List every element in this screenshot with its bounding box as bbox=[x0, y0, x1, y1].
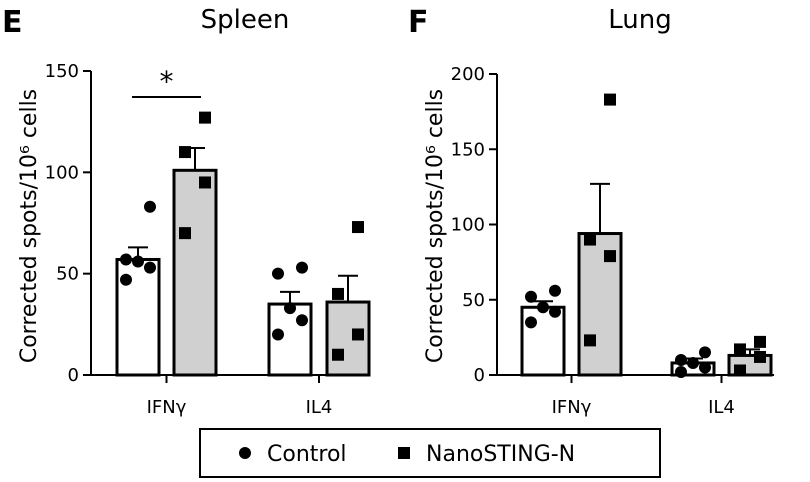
data-point-circle bbox=[272, 328, 284, 341]
data-point-square bbox=[332, 287, 344, 300]
data-point-square bbox=[199, 176, 211, 189]
y-tick-label: 150 bbox=[451, 139, 485, 160]
data-point-circle bbox=[120, 253, 132, 266]
panel-f: F Lung Corrected spots/10⁶ cells 0 50 100 150 2… bbox=[408, 5, 774, 418]
data-point-circle bbox=[549, 305, 561, 318]
data-point-square bbox=[179, 146, 191, 159]
data-point-square bbox=[604, 93, 616, 106]
y-tick-label: 0 bbox=[68, 365, 79, 386]
panel-letter: E bbox=[2, 5, 23, 40]
y-tick-label: 100 bbox=[45, 162, 79, 183]
y-axis-title: Corrected spots/10⁶ cells bbox=[423, 89, 448, 363]
legend-label: Control bbox=[267, 442, 347, 467]
panel-e: E Spleen Corrected spots/10⁶ cells 0 50 100 15… bbox=[2, 5, 371, 418]
y-tick-label: 50 bbox=[56, 264, 79, 285]
legend-box bbox=[199, 428, 661, 478]
data-point-circle bbox=[284, 302, 296, 315]
data-point-square bbox=[734, 364, 746, 377]
panel-letter: F bbox=[408, 5, 429, 40]
legend-marker-square bbox=[398, 447, 410, 459]
data-point-square bbox=[734, 343, 746, 356]
y-tick-label: 150 bbox=[45, 61, 79, 82]
legend-marker-circle bbox=[239, 447, 251, 459]
x-tick-label: IFNγ bbox=[147, 397, 187, 418]
legend-label: NanoSTING-N bbox=[426, 442, 575, 467]
data-point-circle bbox=[549, 284, 561, 297]
data-point-square bbox=[584, 334, 596, 347]
data-point-circle bbox=[132, 255, 144, 268]
x-tick-label: IL4 bbox=[306, 397, 333, 418]
data-point-square bbox=[199, 111, 211, 124]
data-point-circle bbox=[525, 316, 537, 329]
data-point-circle bbox=[120, 273, 132, 286]
data-point-square bbox=[754, 335, 766, 348]
data-point-circle bbox=[699, 361, 711, 374]
y-tick-label: 100 bbox=[451, 215, 485, 236]
x-tick-label: IFNγ bbox=[552, 397, 592, 418]
data-point-circle bbox=[144, 261, 156, 274]
x-tick-label: IL4 bbox=[708, 397, 735, 418]
y-tick-label: 50 bbox=[462, 290, 485, 311]
data-point-circle bbox=[675, 353, 687, 366]
y-axis-title: Corrected spots/10⁶ cells bbox=[17, 89, 42, 363]
panel-title: Lung bbox=[608, 5, 672, 35]
data-point-square bbox=[179, 227, 191, 240]
panel-title: Spleen bbox=[201, 5, 290, 35]
data-point-circle bbox=[296, 261, 308, 274]
data-point-circle bbox=[296, 314, 308, 327]
bar bbox=[115, 257, 161, 377]
data-point-square bbox=[754, 350, 766, 363]
data-point-circle bbox=[144, 200, 156, 213]
legend: Control NanoSTING-N bbox=[199, 428, 661, 478]
bar bbox=[172, 168, 218, 377]
data-point-circle bbox=[687, 356, 699, 369]
significance-label: * bbox=[160, 65, 174, 98]
data-point-square bbox=[352, 328, 364, 341]
y-tick-label: 200 bbox=[451, 64, 485, 85]
data-point-square bbox=[352, 221, 364, 234]
data-point-circle bbox=[272, 267, 284, 280]
data-point-square bbox=[584, 233, 596, 246]
data-point-circle bbox=[525, 290, 537, 303]
data-point-circle bbox=[675, 365, 687, 378]
data-point-circle bbox=[699, 346, 711, 359]
data-point-square bbox=[332, 348, 344, 361]
data-point-square bbox=[604, 250, 616, 263]
y-tick-label: 0 bbox=[474, 365, 485, 386]
data-point-circle bbox=[537, 301, 549, 314]
